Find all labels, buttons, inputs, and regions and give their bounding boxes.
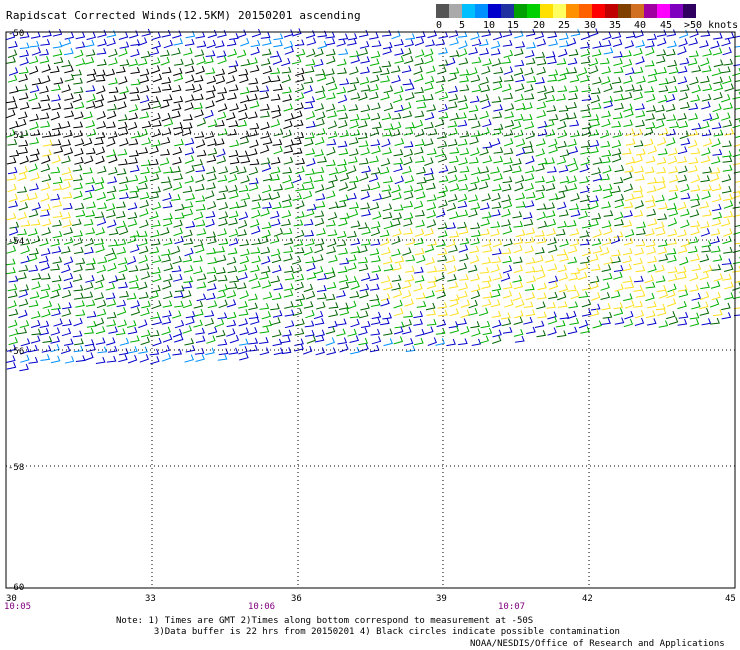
map-frame: [5, 31, 736, 589]
colorbar-swatch: [462, 4, 475, 18]
colorbar-label: 45: [660, 20, 673, 31]
colorbar-swatch: [553, 4, 566, 18]
colorbar-label: 35: [609, 20, 622, 31]
lat-label: -54: [8, 237, 24, 247]
colorbar-swatch: [657, 4, 670, 18]
lon-label: 45: [725, 594, 736, 604]
map-title: Rapidscat Corrected Winds(12.5KM) 201502…: [6, 9, 361, 22]
lon-label: 42: [582, 594, 593, 604]
colorbar-swatch: [592, 4, 605, 18]
time-label: 10:07: [498, 602, 525, 612]
lon-label: 36: [291, 594, 302, 604]
lat-label: -60: [8, 583, 24, 593]
colorbar-labels: 0 5 10 15 20 25 30 35 40 45 >50 knots: [432, 20, 738, 32]
colorbar-swatch: [514, 4, 527, 18]
colorbar-swatch: [449, 4, 462, 18]
wind-speed-colorbar: [436, 4, 696, 18]
colorbar-swatch: [644, 4, 657, 18]
colorbar-swatch: [540, 4, 553, 18]
colorbar-label: 40: [634, 20, 647, 31]
credit-line: NOAA/NESDIS/Office of Research and Appli…: [470, 639, 725, 649]
colorbar-swatch: [501, 4, 514, 18]
note-line: 3)Data buffer is 22 hrs from 20150201 4)…: [116, 627, 620, 637]
lat-label: -56: [8, 347, 24, 357]
colorbar-label: >50 knots: [684, 20, 739, 31]
lon-label: 33: [145, 594, 156, 604]
lon-label: 30: [6, 594, 17, 604]
colorbar-swatch: [527, 4, 540, 18]
wind-barbs-swath: [5, 28, 740, 372]
colorbar-label: 5: [459, 20, 466, 31]
time-label: 10:06: [248, 602, 275, 612]
colorbar-swatch: [683, 4, 696, 18]
lat-label: -51: [8, 131, 24, 141]
colorbar-swatch: [670, 4, 683, 18]
colorbar-label: 0: [436, 20, 443, 31]
colorbar-label: 15: [507, 20, 520, 31]
colorbar-swatch: [566, 4, 579, 18]
notes-block: Note: 1) Times are GMT 2)Times along bot…: [116, 616, 620, 638]
colorbar-swatch: [436, 4, 449, 18]
time-label: 10:05: [4, 602, 31, 612]
colorbar-swatch: [618, 4, 631, 18]
lat-label: -58: [8, 463, 24, 473]
colorbar-swatch: [475, 4, 488, 18]
colorbar-label: 30: [584, 20, 597, 31]
colorbar-label: 25: [558, 20, 571, 31]
colorbar-swatch: [605, 4, 618, 18]
colorbar-swatch: [579, 4, 592, 18]
colorbar-swatch: [631, 4, 644, 18]
note-line: Note: 1) Times are GMT 2)Times along bot…: [116, 616, 534, 626]
lat-label: -50: [8, 29, 24, 39]
colorbar-swatch: [488, 4, 501, 18]
colorbar-label: 10: [483, 20, 496, 31]
lon-label: 39: [436, 594, 447, 604]
colorbar-label: 20: [533, 20, 546, 31]
